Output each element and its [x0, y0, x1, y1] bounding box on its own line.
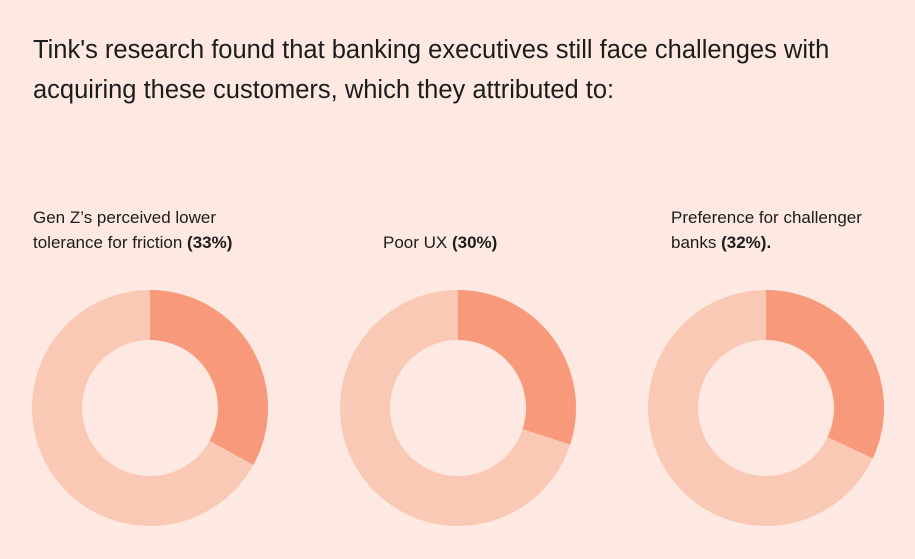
chart-label: Preference for challenger banks (32%). [671, 205, 876, 255]
donut-segment [766, 290, 884, 459]
value-label: (30%) [451, 233, 498, 252]
chart-label: Gen Z’s perceived lower tolerance for fr… [33, 205, 263, 255]
category-label: Poor UX [383, 233, 448, 252]
category-label: Preference for challenger banks [671, 208, 862, 252]
donut-segment [458, 290, 576, 445]
value-label: (33%) [187, 233, 233, 252]
donut-segment [150, 290, 268, 465]
chart-label: Poor UX (30%) [383, 230, 583, 255]
category-label: Gen Z’s perceived lower tolerance for fr… [33, 208, 216, 252]
heading: Tink's research found that banking execu… [33, 36, 830, 104]
value-label: (32%). [721, 233, 772, 252]
